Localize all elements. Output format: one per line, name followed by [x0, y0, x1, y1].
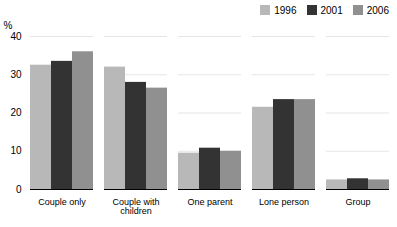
html-text:2006: 2006: [366, 4, 389, 16]
html-text:1996: 1996: [274, 4, 297, 16]
svg-text:20: 20: [10, 107, 22, 118]
html-text:2001: 2001: [320, 4, 343, 16]
svg-text:40: 40: [10, 31, 22, 42]
svg-text:Couple withchildren: Couple withchildren: [112, 197, 159, 216]
svg-text:%: %: [4, 20, 13, 31]
svg-text:0: 0: [16, 184, 22, 195]
svg-text:10: 10: [10, 145, 22, 156]
svg-text:Group: Group: [345, 197, 370, 207]
svg-text:30: 30: [10, 69, 22, 80]
svg-text:Couple only: Couple only: [38, 197, 86, 207]
svg-text:Lone person: Lone person: [259, 197, 309, 207]
svg-text:One parent: One parent: [187, 197, 233, 207]
